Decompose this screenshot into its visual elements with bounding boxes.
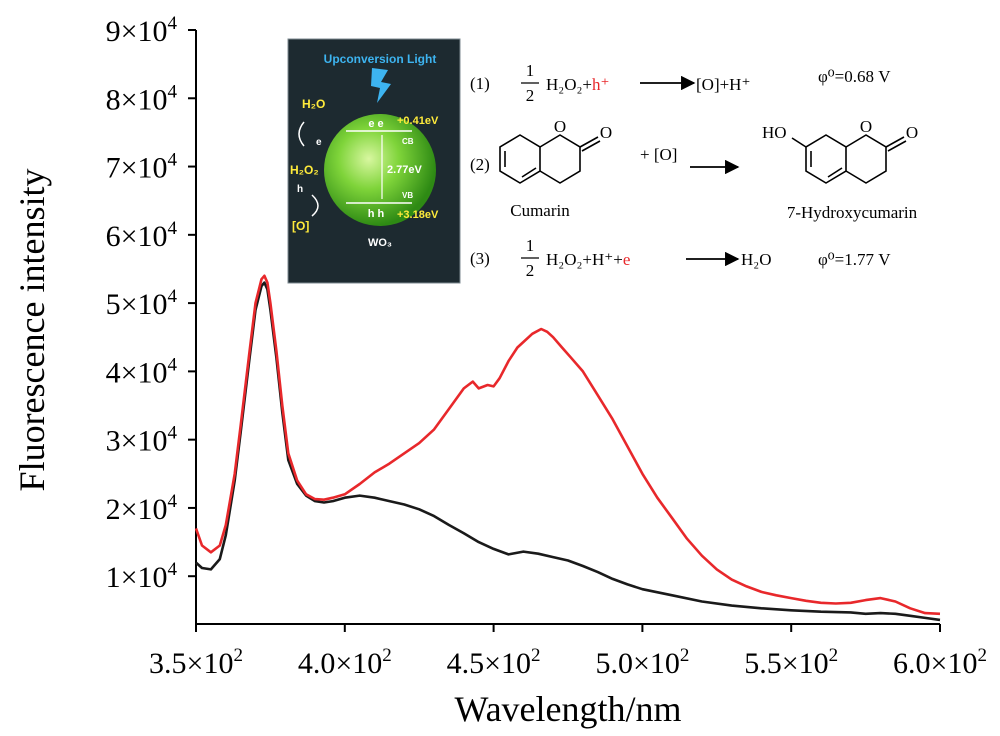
tick-marks <box>188 29 941 632</box>
eq1-reactant: H₂O₂+h⁺ <box>546 75 609 94</box>
inset-o-label: [O] <box>292 219 309 233</box>
hydroxycumarin-ring-oxygen: O <box>860 117 872 136</box>
hydroxycumarin-carbonyl-oxygen: O <box>906 123 918 142</box>
reaction-equations: (1) 1 2 H₂O₂+h⁺ [O]+H⁺ φ⁰=0.68 V (2) O O… <box>470 61 918 280</box>
vb-label: VB <box>402 191 413 200</box>
eq1-potential: φ⁰=0.68 V <box>818 67 891 86</box>
inset-h2o-label: H₂O <box>302 97 325 111</box>
y-tick-label: 8×104 <box>106 81 178 116</box>
x-tick-label: 4.5×102 <box>447 645 541 680</box>
y-tick-label: 3×104 <box>106 423 178 458</box>
eq3-product: H₂O <box>741 250 771 269</box>
cumarin-label: Cumarin <box>510 201 570 220</box>
y-axis-title: Fluorescence intensity <box>12 169 52 492</box>
inset-title: Upconversion Light <box>324 52 437 66</box>
lightning-icon <box>371 68 391 103</box>
eq3-number: (3) <box>470 249 490 268</box>
inset-h-label: h <box>297 184 303 195</box>
plus-oxygen: + [O] <box>640 145 677 164</box>
x-tick-label: 6.0×102 <box>893 645 987 680</box>
series-line-red <box>194 274 941 616</box>
eq1-frac-bottom: 2 <box>526 86 535 105</box>
axes <box>195 30 940 625</box>
series-group <box>194 274 941 622</box>
inset-material-label: WO₃ <box>368 237 392 249</box>
eq2-number: (2) <box>470 155 490 174</box>
holes-label: h h <box>368 208 385 220</box>
y-tick-label: 7×104 <box>106 150 178 185</box>
cumarin-carbonyl-oxygen: O <box>600 123 612 142</box>
inset-e-label: e <box>316 137 322 148</box>
eq1-product: [O]+H⁺ <box>696 75 750 94</box>
hole-arrow-icon <box>311 194 319 217</box>
eq1-number: (1) <box>470 74 490 93</box>
gap-label: 2.77eV <box>387 164 423 176</box>
electron-arrow-icon <box>298 121 305 147</box>
hydroxycumarin-structure <box>791 134 907 184</box>
y-tick-label: 9×104 <box>106 13 178 48</box>
cumarin-ring-oxygen: O <box>554 117 566 136</box>
cb-level-label: +0.41eV <box>397 115 439 127</box>
eq3-frac-bottom: 2 <box>526 261 535 280</box>
x-tick-label: 3.5×102 <box>149 645 243 680</box>
eq3-potential: φ⁰=1.77 V <box>818 250 891 269</box>
inset-schematic: Upconversion Light e e h h +0.41eV CB 2.… <box>287 38 461 284</box>
cb-label: CB <box>402 137 414 146</box>
eq3-frac-top: 1 <box>526 236 535 255</box>
wo3-sphere <box>324 114 436 226</box>
electrons-label: e e <box>368 118 383 130</box>
x-tick-label: 5.5×102 <box>744 645 838 680</box>
cumarin-structure <box>499 134 601 184</box>
x-axis-title: Wavelength/nm <box>454 689 681 729</box>
x-tick-labels: 3.5×102 4.0×102 4.5×102 5.0×102 5.5×102 6.0×1… <box>149 645 987 680</box>
hydroxycumarin-label: 7-Hydroxycumarin <box>787 203 918 222</box>
x-tick-label: 4.0×102 <box>298 645 392 680</box>
y-tick-label: 4×104 <box>106 354 178 389</box>
eq1-frac-top: 1 <box>526 61 535 80</box>
ho-group: HO <box>762 123 787 142</box>
eq3-reactant: H₂O₂+H⁺+e <box>546 250 630 269</box>
y-tick-label: 6×104 <box>106 218 178 253</box>
series-line-black <box>195 281 941 622</box>
y-tick-label: 2×104 <box>106 491 178 526</box>
inset-h2o2-label: H₂O₂ <box>290 163 319 177</box>
vb-level-label: +3.18eV <box>397 209 439 221</box>
x-tick-label: 5.0×102 <box>595 645 689 680</box>
y-tick-label: 1×104 <box>106 559 178 594</box>
y-tick-label: 5×104 <box>106 286 178 321</box>
y-tick-labels: 1×104 2×104 3×104 4×104 5×104 6×104 7×104 8×104… <box>106 13 178 594</box>
